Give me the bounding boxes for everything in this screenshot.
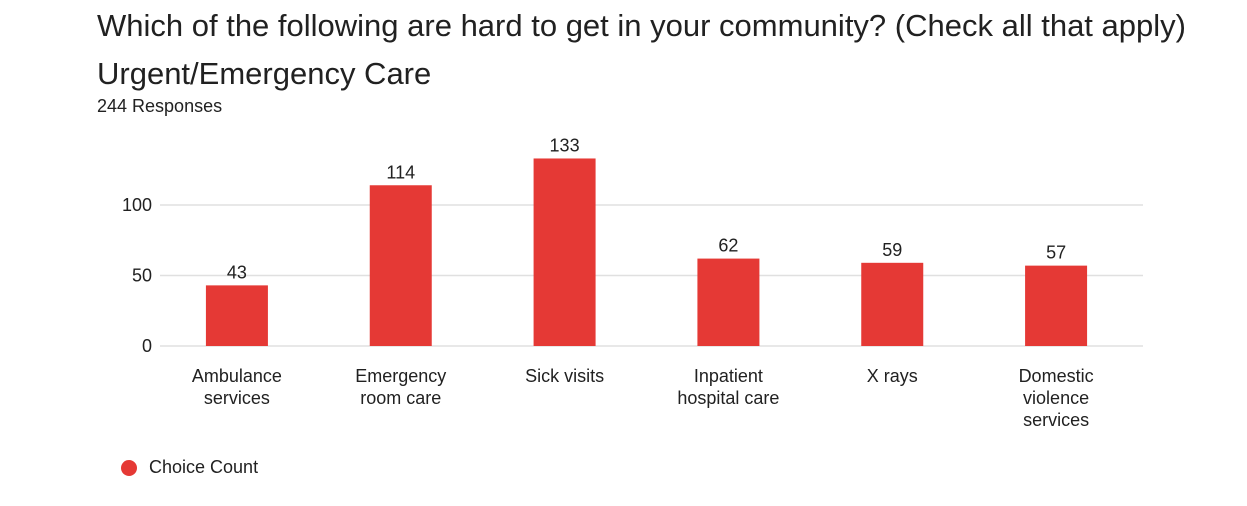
x-tick-line: Domestic	[1019, 366, 1094, 386]
data-label: 43	[227, 262, 247, 282]
x-tick-line: Emergency	[355, 366, 446, 386]
bar-1[interactable]	[369, 185, 432, 346]
x-tick-label: X rays	[867, 366, 918, 386]
x-tick-label: Emergency room care	[355, 366, 446, 408]
data-label: 62	[718, 236, 738, 256]
x-tick-line: violence	[1023, 388, 1089, 408]
x-tick-label: Sick visits	[525, 366, 604, 386]
x-tick-line: services	[1023, 410, 1089, 430]
x-tick-line: Ambulance	[192, 366, 282, 386]
x-tick-line: room care	[360, 388, 441, 408]
legend-label-choice-count: Choice Count	[149, 457, 259, 477]
data-labels: 43 114 133 62 59 57	[227, 135, 1066, 282]
x-tick-label: Ambulance services	[192, 366, 282, 408]
x-tick-line: services	[204, 388, 270, 408]
gridlines	[160, 204, 1143, 347]
x-tick-label: Inpatient hospital care	[677, 366, 779, 408]
legend[interactable]: Choice Count	[121, 457, 258, 478]
bars	[205, 158, 1088, 346]
x-tick-line: hospital care	[677, 388, 779, 408]
data-label: 114	[386, 162, 415, 182]
x-tick-line: Sick visits	[525, 366, 604, 386]
data-label: 59	[882, 240, 902, 260]
bar-3[interactable]	[697, 258, 760, 346]
response-count: 244 Responses	[97, 96, 223, 116]
chart-title: Which of the following are hard to get i…	[97, 8, 1186, 91]
legend-marker	[121, 459, 137, 476]
bar-4[interactable]	[861, 262, 924, 346]
data-label: 133	[550, 135, 580, 155]
bar-5[interactable]	[1025, 265, 1088, 346]
data-label: 57	[1046, 243, 1066, 263]
bar-2[interactable]	[533, 158, 596, 346]
y-tick-label: 50	[132, 266, 152, 286]
bar-0[interactable]	[205, 285, 268, 346]
x-tick-line: X rays	[867, 366, 918, 386]
y-tick-label: 100	[122, 195, 152, 215]
y-tick-label: 0	[142, 336, 152, 356]
x-tick-line: Inpatient	[694, 366, 763, 386]
x-tick-label: Domestic violence services	[1019, 366, 1094, 430]
y-axis-ticks: 0 50 100	[122, 195, 152, 356]
